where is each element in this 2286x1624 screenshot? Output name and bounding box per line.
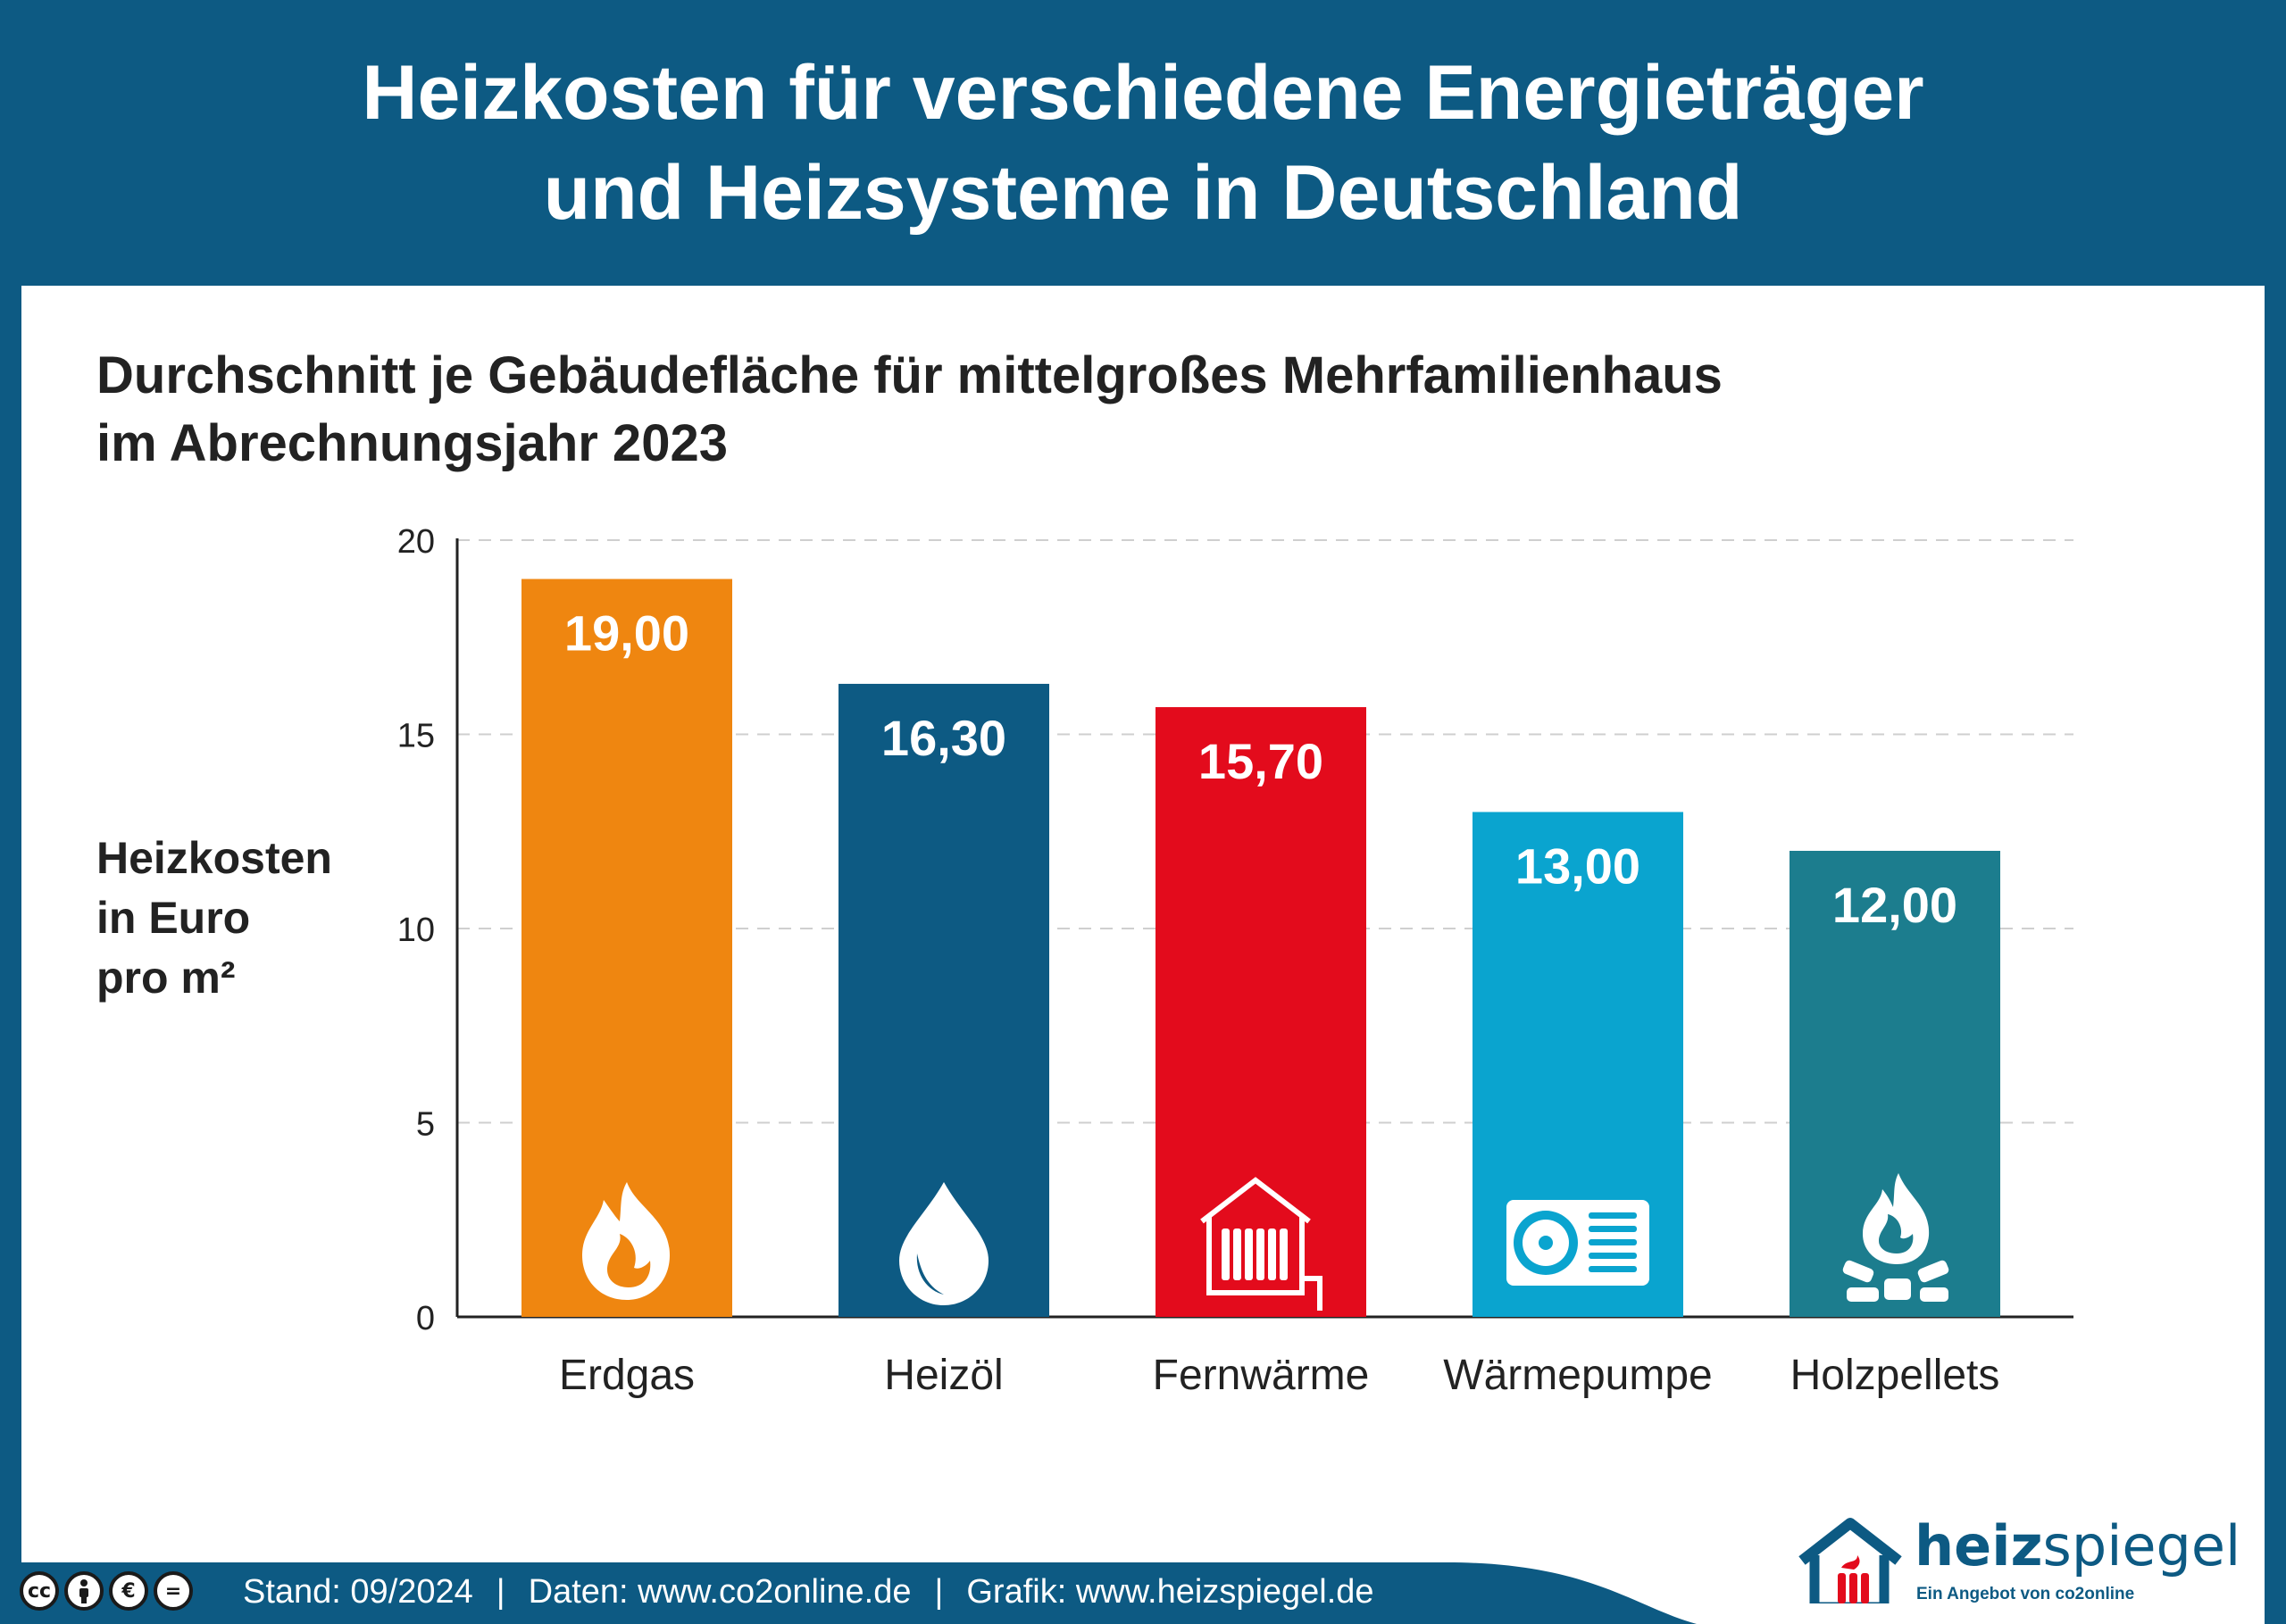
vent-slat xyxy=(1589,1226,1637,1232)
non-commercial-icon: € xyxy=(109,1571,148,1611)
header-banner: Heizkosten für verschiedene Energieträge… xyxy=(0,0,2286,286)
chart-subtitle: Durchschnitt je Gebäudefläche für mittel… xyxy=(96,342,1723,478)
x-tick-label: Fernwärme xyxy=(1153,1352,1370,1399)
footer-credits: Stand: 09/2024 | Daten: www.co2online.de | G… xyxy=(243,1570,1374,1614)
x-tick-label: Erdgas xyxy=(559,1352,695,1399)
footer-stand: Stand: 09/2024 xyxy=(243,1573,473,1611)
flame-icon xyxy=(582,1182,670,1300)
x-tick-label: Holzpellets xyxy=(1790,1352,2000,1399)
person-glyph xyxy=(79,1579,88,1603)
bar-value-label: 12,00 xyxy=(1832,877,1957,933)
license-badges: cc € = xyxy=(20,1571,193,1611)
pellet-log xyxy=(1842,1260,1874,1283)
bar-value-label: 15,70 xyxy=(1198,733,1323,789)
by-person-icon xyxy=(64,1571,104,1611)
no-derivatives-icon: = xyxy=(154,1571,193,1611)
pellet-fire-icon xyxy=(1842,1173,1949,1302)
y-tick-label: 0 xyxy=(416,1300,435,1337)
logo-tagline: Ein Angebot von co2online xyxy=(1916,1585,2135,1603)
footer-grafik-link[interactable]: Grafik: www.heizspiegel.de xyxy=(966,1573,1374,1611)
radiator-fin xyxy=(1280,1228,1288,1280)
logo-word-heiz: heiz xyxy=(1915,1513,2043,1578)
radiator-fin xyxy=(1222,1228,1230,1280)
bar-value-label: 16,30 xyxy=(881,710,1006,766)
y-tick-label: 20 xyxy=(397,523,435,561)
footer-wave xyxy=(0,1562,1697,1624)
y-axis-label: Heizkosten in Euro pro m² xyxy=(96,829,332,1008)
bar-fernwärme xyxy=(1156,707,1366,1317)
page-title-line-1: Heizkosten für verschiedene Energieträge… xyxy=(362,50,1924,136)
y-axis-label-line-2: in Euro xyxy=(96,893,251,943)
vent-slat xyxy=(1589,1212,1637,1219)
pellet-log xyxy=(1847,1287,1879,1302)
radiator-fin xyxy=(1268,1228,1276,1280)
heat-pump-icon xyxy=(1506,1200,1649,1286)
oil-drop-icon xyxy=(899,1182,989,1305)
bar-holzpellets xyxy=(1790,851,2000,1317)
house-outline xyxy=(1200,1177,1322,1311)
house-radiator-logo-icon xyxy=(1798,1518,1902,1603)
bar-chart: 0 5 10 15 20 19,00 Erdgas 16,30 Heizöl 15,70 Fernw… xyxy=(397,523,2073,1399)
radiator-fin xyxy=(1233,1228,1241,1280)
cc-icon: cc xyxy=(20,1571,59,1611)
y-axis-label-line-3: pro m² xyxy=(96,953,236,1003)
logo-wordmark[interactable]: heizspiegel xyxy=(1915,1514,2240,1578)
radiator-icon xyxy=(1200,1177,1322,1311)
vent-slat xyxy=(1589,1266,1637,1272)
pellet-log xyxy=(1917,1260,1949,1283)
chart-subtitle-line-2: im Abrechnungsjahr 2023 xyxy=(96,414,728,472)
radiator-fin xyxy=(1245,1228,1253,1280)
page-title-line-2: und Heizsysteme in Deutschland xyxy=(543,150,1743,236)
fan-hub xyxy=(1539,1236,1553,1250)
logo-word-spiegel: spiegel xyxy=(2042,1513,2241,1578)
y-tick-label: 10 xyxy=(397,912,435,949)
vent-slat xyxy=(1589,1253,1637,1259)
x-tick-label: Heizöl xyxy=(884,1352,1003,1399)
y-tick-label: 5 xyxy=(416,1106,435,1144)
footer-separator: | xyxy=(496,1573,505,1611)
bar-value-label: 13,00 xyxy=(1515,838,1640,895)
flame-shape xyxy=(1863,1173,1930,1264)
chart-subtitle-line-1: Durchschnitt je Gebäudefläche für mittel… xyxy=(96,346,1723,404)
drop-highlight xyxy=(916,1253,944,1295)
y-axis-label-line-1: Heizkosten xyxy=(96,833,332,883)
y-tick-label: 15 xyxy=(397,718,435,755)
footer-separator: | xyxy=(934,1573,944,1611)
pellet-log xyxy=(1884,1278,1911,1300)
pellet-log xyxy=(1920,1287,1948,1302)
radiator-fin xyxy=(1256,1228,1264,1280)
footer-daten-link[interactable]: Daten: www.co2online.de xyxy=(528,1573,912,1611)
vent-slat xyxy=(1589,1239,1637,1245)
x-tick-label: Wärmepumpe xyxy=(1443,1352,1712,1399)
bar-value-label: 19,00 xyxy=(564,605,689,662)
flame-shape xyxy=(582,1182,670,1300)
